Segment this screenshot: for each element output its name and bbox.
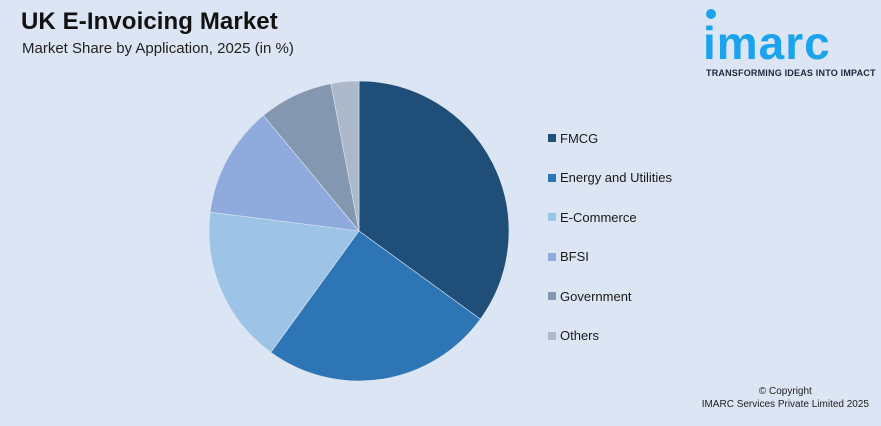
chart-title: UK E-Invoicing Market: [21, 8, 278, 35]
legend-item-bfsi: BFSI: [548, 247, 672, 267]
chart-legend: FMCG Energy and Utilities E-Commerce BFSI Go…: [548, 128, 672, 366]
legend-item-fmcg: FMCG: [548, 128, 672, 148]
legend-item-energy-and-utilities: Energy and Utilities: [548, 168, 672, 188]
pie-slice-energy-and-utilities: [270, 230, 481, 382]
copyright-notice: © Copyright IMARC Services Private Limit…: [702, 385, 869, 411]
imarc-logo: imarc TRANSFORMING IDEAS INTO IMPACT: [703, 6, 875, 82]
pie-slice-bfsi: [209, 115, 360, 232]
pie-slice-fmcg: [358, 80, 510, 320]
pie-slices: [208, 80, 510, 382]
legend-item-e-commerce: E-Commerce: [548, 207, 672, 227]
copyright-line-1: © Copyright: [758, 386, 812, 397]
pie-slice-others: [330, 80, 360, 232]
pie-slice-e-commerce: [208, 211, 360, 353]
legend-label: Energy and Utilities: [560, 170, 672, 186]
legend-label: Others: [560, 328, 600, 344]
logo-wordmark: imarc: [703, 17, 831, 69]
legend-swatch-icon: [548, 292, 556, 301]
legend-item-others: Others: [548, 326, 672, 346]
copyright-line-2: IMARC Services Private Limited 2025: [701, 399, 869, 410]
legend-label: BFSI: [560, 249, 589, 265]
legend-item-government: Government: [548, 286, 672, 306]
logo-tagline: TRANSFORMING IDEAS INTO IMPACT: [706, 68, 876, 78]
legend-swatch-icon: [548, 252, 556, 261]
legend-label: Government: [560, 288, 632, 304]
legend-swatch-icon: [548, 213, 556, 222]
legend-swatch-icon: [548, 173, 556, 182]
legend-label: FMCG: [560, 130, 599, 146]
chart-subtitle: Market Share by Application, 2025 (in %): [22, 40, 294, 57]
logo-dot-icon: [706, 9, 716, 19]
legend-label: E-Commerce: [560, 209, 637, 225]
legend-swatch-icon: [548, 331, 556, 340]
legend-swatch-icon: [548, 134, 556, 142]
